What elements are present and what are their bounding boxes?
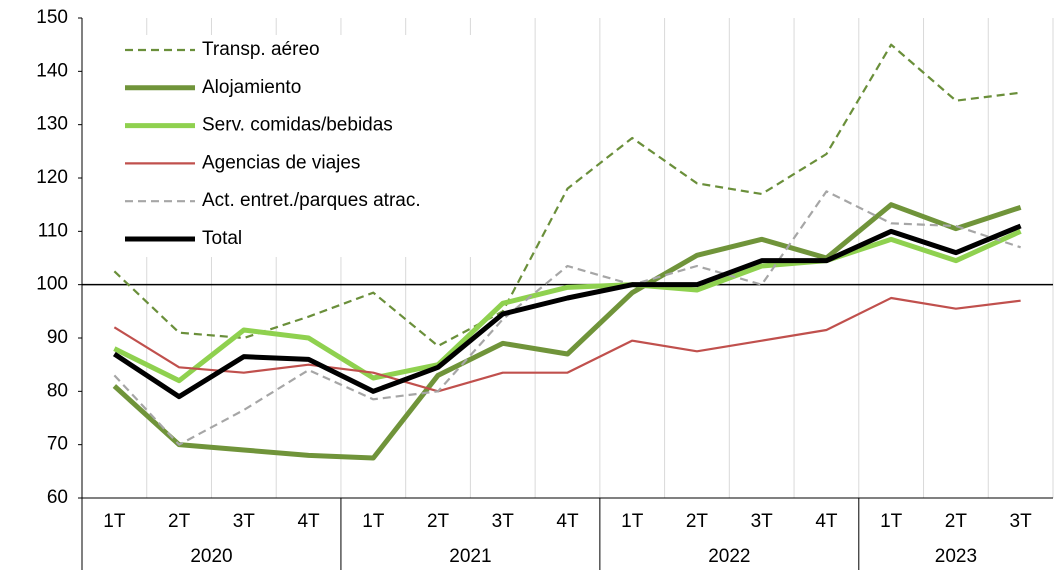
legend-box <box>100 35 485 257</box>
x-tick-label: 2T <box>686 511 709 532</box>
y-tick-label: 150 <box>36 7 68 28</box>
legend-label: Total <box>202 228 242 249</box>
x-tick-label: 3T <box>233 511 256 532</box>
legend-label: Transp. aéreo <box>202 39 320 60</box>
series-line <box>112 223 1022 400</box>
y-tick-label: 90 <box>47 327 68 348</box>
legend-label: Agencias de viajes <box>202 152 360 173</box>
x-tick-label: 3T <box>1010 511 1033 532</box>
group-label: 2023 <box>935 546 977 567</box>
series-line <box>113 296 1021 393</box>
y-tick-label: 80 <box>47 380 68 401</box>
y-tick-label: 100 <box>36 274 68 295</box>
group-label: 2021 <box>449 546 491 567</box>
series-line <box>112 202 1022 461</box>
y-tick-label: 130 <box>36 114 68 135</box>
series-line <box>113 229 1022 384</box>
y-tick-label: 60 <box>47 487 68 508</box>
x-tick-label: 2T <box>168 511 191 532</box>
group-label: 2022 <box>708 546 750 567</box>
y-tick-label: 70 <box>47 434 68 455</box>
legend-label: Act. entret./parques atrac. <box>202 190 421 211</box>
x-tick-label: 4T <box>556 511 579 532</box>
x-tick-label: 3T <box>751 511 774 532</box>
series-line <box>113 190 1021 446</box>
x-tick-label: 1T <box>362 511 385 532</box>
y-tick-label: 140 <box>36 60 68 81</box>
x-tick-label: 2T <box>945 511 968 532</box>
x-tick-label: 4T <box>297 511 320 532</box>
x-tick-label: 2T <box>427 511 450 532</box>
x-tick-label: 3T <box>492 511 515 532</box>
x-tick-label: 1T <box>103 511 126 532</box>
legend-label: Alojamiento <box>202 77 301 98</box>
group-label: 2020 <box>190 546 232 567</box>
x-tick-label: 1T <box>880 511 903 532</box>
y-tick-label: 110 <box>38 220 68 241</box>
x-tick-label: 4T <box>815 511 838 532</box>
y-tick-label: 120 <box>36 167 68 188</box>
legend-label: Serv. comidas/bebidas <box>202 115 393 136</box>
x-tick-label: 1T <box>621 511 644 532</box>
